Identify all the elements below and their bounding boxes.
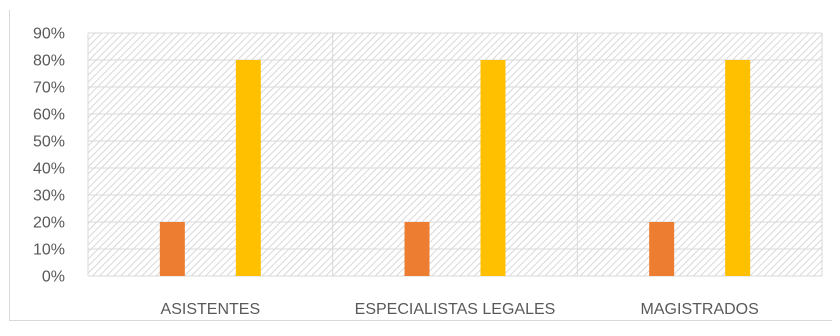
y-tick-label: 90% [33,26,65,43]
y-tick-label: 0% [42,269,65,286]
y-tick-label: 20% [33,215,65,232]
x-tick-label: ASISTENTES [161,301,261,318]
x-tick-label: ESPECIALISTAS LEGALES [355,301,556,318]
bar-series-2-2 [725,60,751,276]
y-tick-label: 80% [33,53,65,70]
category-dividers [87,33,823,276]
y-tick-label: 30% [33,188,65,205]
bar-series-1-1 [404,222,430,276]
bar-series-2-0 [235,60,261,276]
bars [159,60,751,276]
y-axis: 0% 10% 20% 30% 40% 50% 60% 70% 80% 90% [33,26,65,286]
bar-series-1-0 [159,222,185,276]
y-tick-label: 50% [33,134,65,151]
y-tick-label: 70% [33,80,65,97]
y-tick-label: 40% [33,161,65,178]
x-tick-label: MAGISTRADOS [641,301,759,318]
y-tick-label: 60% [33,107,65,124]
y-tick-label: 10% [33,242,65,259]
bar-series-1-2 [649,222,675,276]
plot-area [88,33,822,276]
chart-frame [9,10,832,321]
x-axis: ASISTENTES ESPECIALISTAS LEGALES MAGISTRAD… [161,301,759,318]
gridlines [88,32,822,277]
bar-series-2-1 [480,60,506,276]
